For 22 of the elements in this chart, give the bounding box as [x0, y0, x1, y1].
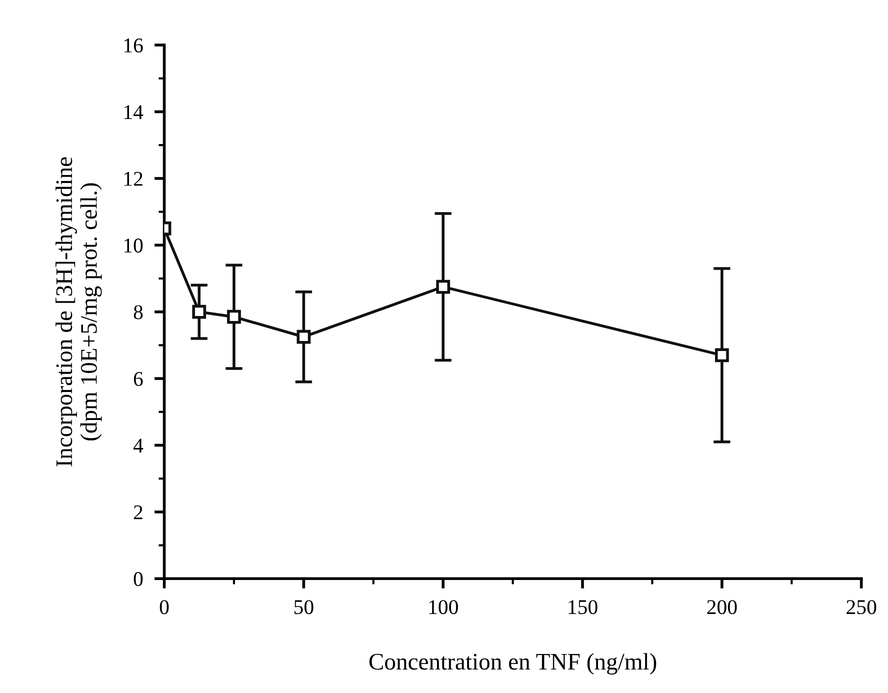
point — [296, 330, 311, 344]
x-tick-label: 200 — [707, 600, 737, 614]
x-tick-label: 250 — [846, 600, 876, 614]
y-tick-label: 6 — [134, 372, 143, 386]
y-tick-label: 4 — [133, 438, 144, 452]
point — [192, 304, 206, 319]
y-tick-label: 0 — [134, 572, 143, 586]
y-tick-label: 10 — [124, 238, 143, 253]
y-axis-title: Incorporation de [3H]-thymidine (dpm 10E+5/mg prot. cell.) — [56, 157, 102, 466]
x-axis-title: Concentration en TNF (ng/ml) — [369, 653, 656, 675]
point — [715, 348, 729, 362]
y-tick-label: 12 — [124, 172, 142, 186]
x-tick-label: 50 — [294, 600, 314, 614]
x-tick-label: 100 — [429, 600, 458, 614]
y-tick-label: 16 — [124, 38, 143, 52]
x-tick-label: 150 — [568, 600, 598, 614]
y-tick-label: 14 — [124, 105, 144, 119]
y-tick-label: 2 — [134, 505, 142, 520]
y-tick-label: 8 — [134, 305, 143, 320]
x-tick-label: 0 — [160, 600, 169, 614]
point — [227, 310, 241, 324]
point — [436, 280, 450, 294]
